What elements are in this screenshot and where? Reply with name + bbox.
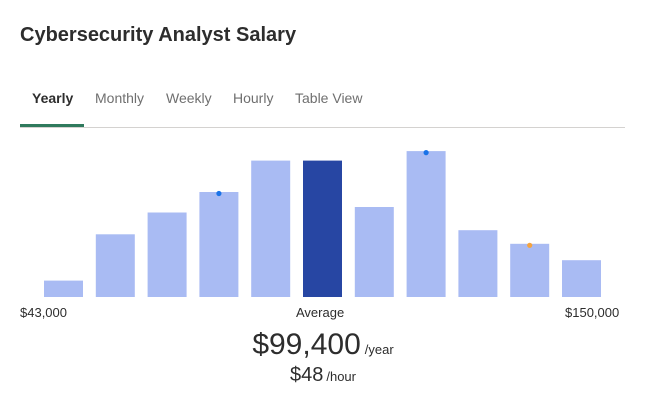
bar-0 (44, 280, 83, 297)
yearly-salary-unit: /year (364, 342, 394, 357)
period-tabs: Yearly Monthly Weekly Hourly Table View (20, 80, 625, 128)
bar-9 (510, 243, 550, 297)
x-max-label: $150,000 (565, 305, 620, 320)
bar-1 (95, 234, 135, 297)
salary-histogram (44, 150, 601, 297)
hourly-salary: $48/hour (0, 364, 646, 387)
bar-average (303, 160, 342, 297)
bar-2 (147, 212, 187, 297)
bar-6 (354, 207, 394, 297)
tab-table-view[interactable]: Table View (295, 90, 363, 106)
yearly-salary-amount: $99,400 (252, 328, 361, 361)
page-title: Cybersecurity Analyst Salary (20, 24, 297, 46)
tab-weekly[interactable]: Weekly (166, 90, 212, 106)
bar-8 (458, 230, 498, 297)
hourly-salary-amount: $48 (289, 364, 324, 386)
bar-marker-2 (527, 242, 533, 248)
tab-yearly[interactable]: Yearly (32, 90, 74, 106)
x-min-label: $43,000 (20, 305, 67, 320)
bar-3 (199, 192, 239, 297)
tab-hourly[interactable]: Hourly (233, 90, 274, 106)
bar-7 (406, 151, 446, 297)
bar-4 (251, 160, 291, 297)
bar-marker-1 (423, 150, 429, 156)
active-tab-indicator (20, 124, 84, 127)
bar-10 (562, 260, 601, 297)
average-label: Average (296, 305, 345, 320)
hourly-salary-unit: /hour (326, 369, 356, 384)
tab-monthly[interactable]: Monthly (95, 90, 145, 106)
yearly-salary: $99,400/year (0, 328, 646, 362)
bar-marker-0 (216, 190, 222, 197)
